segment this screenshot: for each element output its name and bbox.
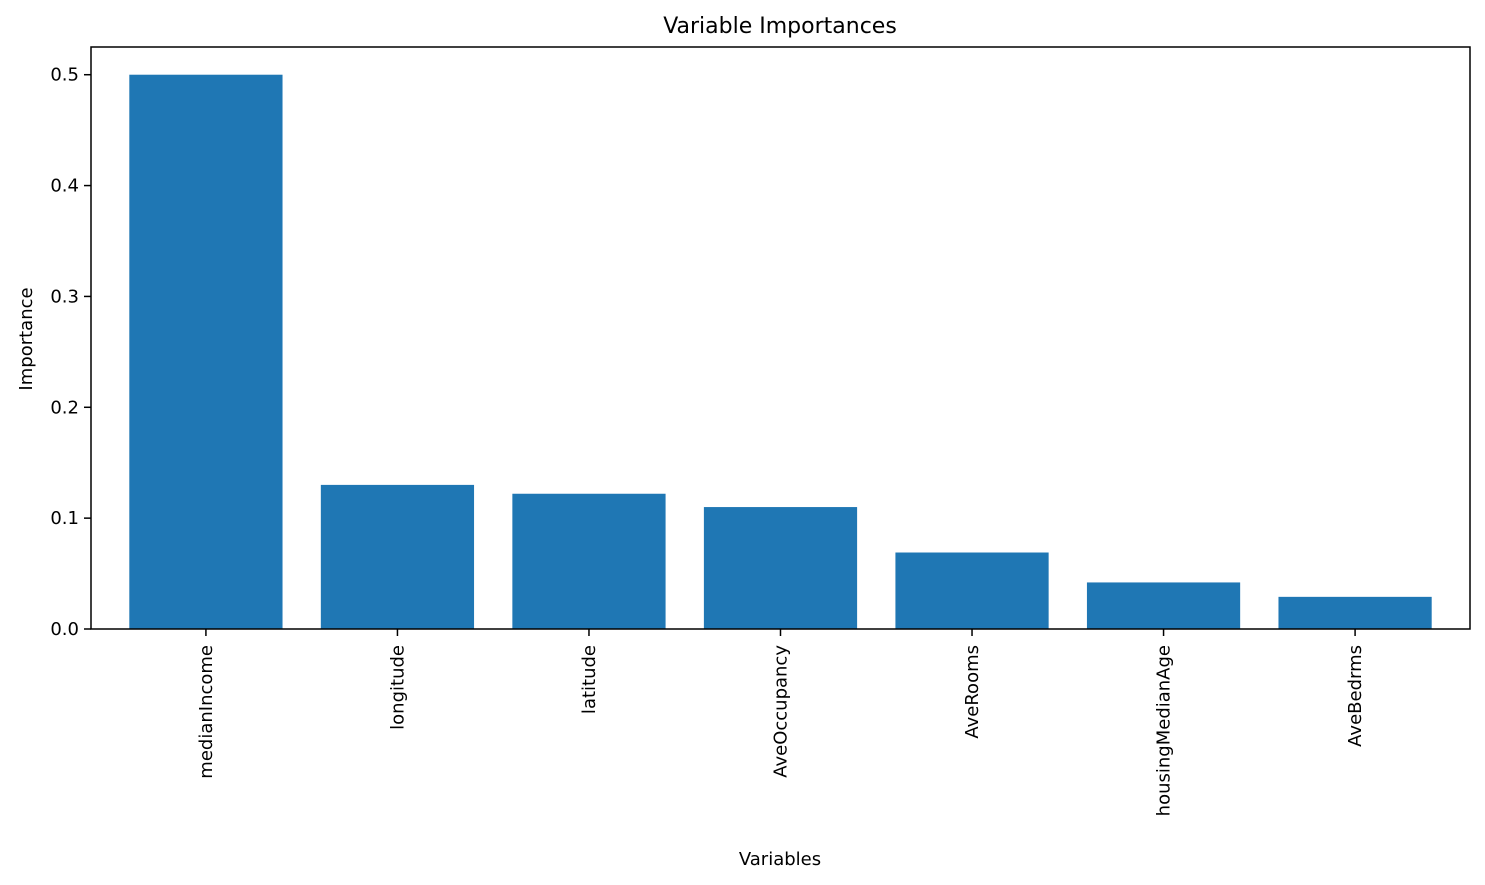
plot-frame (90, 46, 1471, 630)
x-tick-label: AveOccupancy (771, 645, 792, 778)
bar-longitude (320, 484, 475, 629)
bar-housingMedianAge (1086, 582, 1241, 629)
x-tick-label: AveRooms (962, 645, 983, 739)
y-tick-label: 0.0 (50, 619, 79, 640)
y-tick-label: 0.5 (50, 65, 79, 86)
x-tick-label: AveBedrms (1345, 645, 1366, 747)
x-axis: medianIncome longitude latitude AveOccupanc… (196, 629, 1366, 816)
y-axis-label: Importance (16, 287, 37, 390)
x-tick-label: medianIncome (196, 645, 217, 779)
x-tick-label: housingMedianAge (1154, 645, 1175, 816)
x-tick-label: latitude (579, 645, 600, 714)
x-axis-label: Variables (739, 849, 821, 870)
bar-AveOccupancy (703, 507, 858, 629)
y-tick-label: 0.1 (50, 508, 79, 529)
y-axis: 0.0 0.1 0.2 0.3 0.4 0.5 (50, 65, 91, 640)
chart-title: Variable Importances (663, 14, 897, 39)
x-tick-label: longitude (387, 645, 408, 730)
y-tick-label: 0.4 (50, 176, 79, 197)
y-tick-label: 0.3 (50, 286, 79, 307)
bar-AveRooms (895, 552, 1049, 629)
bars-group (129, 74, 1432, 629)
y-tick-label: 0.2 (50, 397, 79, 418)
bar-AveBedrms (1278, 596, 1432, 629)
bar-latitude (512, 493, 666, 629)
bar-medianIncome (129, 74, 283, 629)
